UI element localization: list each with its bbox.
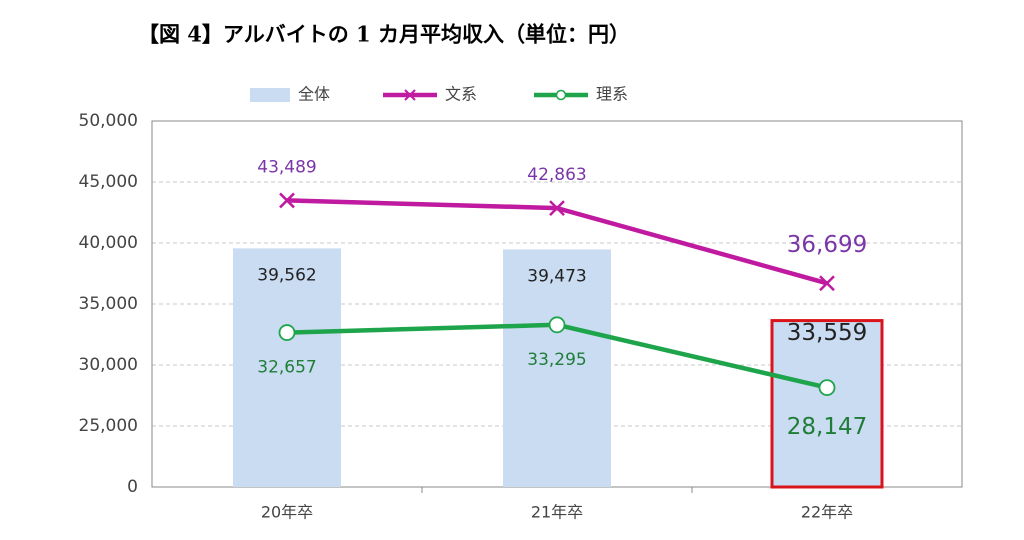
data-label: 43,489	[257, 157, 316, 177]
data-label: 33,295	[527, 350, 586, 370]
marker	[548, 316, 566, 334]
marker	[818, 379, 836, 397]
data-label: 42,863	[527, 165, 586, 185]
highlight-box	[770, 319, 884, 489]
data-label: 39,473	[527, 266, 586, 286]
legend-label: 理系	[596, 85, 628, 104]
data-label: 28,147	[787, 414, 867, 440]
legend-marker	[555, 89, 567, 101]
marker	[819, 275, 835, 292]
y-tick-label: 45,000	[79, 172, 138, 192]
x-tick-label: 22年卒	[801, 503, 853, 522]
legend-swatch	[250, 88, 290, 102]
legend-label: 文系	[445, 85, 477, 104]
y-tick-label: 35,000	[79, 294, 138, 314]
y-tick-label: 30,000	[79, 355, 138, 375]
legend-marker	[404, 89, 416, 101]
x-tick-label: 21年卒	[531, 503, 583, 522]
legend-label: 全体	[298, 85, 330, 104]
data-label: 36,699	[787, 232, 867, 258]
x-tick-label: 20年卒	[261, 503, 313, 522]
marker	[278, 324, 296, 341]
data-label: 39,562	[257, 265, 316, 285]
bar	[503, 249, 611, 487]
marker	[549, 200, 565, 216]
bar	[233, 248, 341, 487]
y-tick-label: 40,000	[79, 233, 138, 253]
chart-title: 【図 4】アルバイトの 1 カ月平均収入（単位：円）	[138, 22, 630, 47]
marker	[279, 192, 295, 209]
bar	[773, 321, 881, 487]
y-tick-label: 25,000	[79, 416, 138, 436]
data-label: 33,559	[787, 320, 867, 346]
y-tick-label: 0	[127, 477, 138, 497]
y-tick-label: 50,000	[79, 111, 138, 131]
data-label: 32,657	[257, 358, 316, 378]
